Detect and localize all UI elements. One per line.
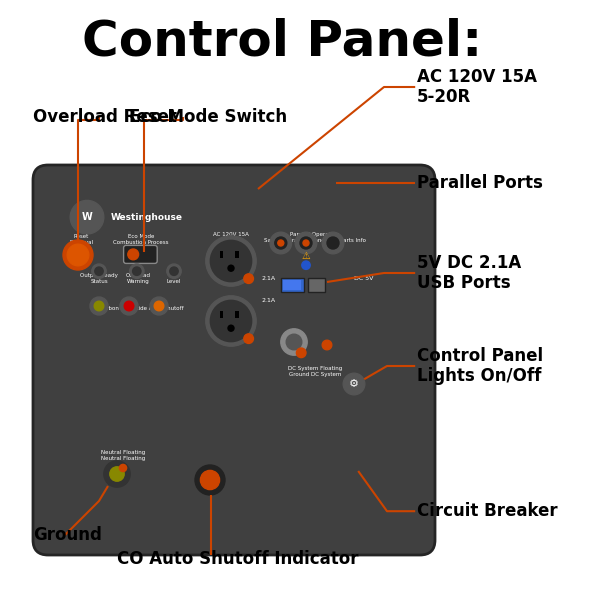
Text: AC 120V 15A
5-20R: AC 120V 15A 5-20R xyxy=(417,68,537,106)
FancyBboxPatch shape xyxy=(124,245,157,263)
Circle shape xyxy=(154,301,164,311)
Circle shape xyxy=(130,264,144,278)
Circle shape xyxy=(303,240,309,246)
Circle shape xyxy=(119,464,127,472)
Text: Westinghouse: Westinghouse xyxy=(111,212,183,221)
Text: 5V DC 2.1A
USB Ports: 5V DC 2.1A USB Ports xyxy=(417,254,521,292)
Text: Ground: Ground xyxy=(33,526,102,544)
Bar xyxy=(308,278,325,292)
Circle shape xyxy=(120,297,138,315)
Bar xyxy=(220,251,223,258)
Circle shape xyxy=(244,334,253,343)
Circle shape xyxy=(300,237,312,249)
Circle shape xyxy=(211,241,251,281)
Text: ⚠: ⚠ xyxy=(302,251,310,261)
Text: Control Panel:: Control Panel: xyxy=(82,18,482,66)
Text: 2.1A: 2.1A xyxy=(262,298,276,302)
Bar xyxy=(283,280,301,290)
Circle shape xyxy=(128,249,139,260)
Text: 2.1A: 2.1A xyxy=(262,277,276,281)
Text: ⚙: ⚙ xyxy=(349,379,359,389)
Circle shape xyxy=(302,261,310,269)
Circle shape xyxy=(200,470,220,490)
Circle shape xyxy=(286,334,302,350)
Circle shape xyxy=(167,264,181,278)
Circle shape xyxy=(322,232,344,254)
Text: Carbon Monoxide Auto-Shutoff: Carbon Monoxide Auto-Shutoff xyxy=(99,306,184,311)
Circle shape xyxy=(90,297,108,315)
Circle shape xyxy=(94,301,104,311)
Text: CO Auto Shutoff Indicator: CO Auto Shutoff Indicator xyxy=(117,550,359,568)
Text: Output Ready
Status: Output Ready Status xyxy=(80,273,118,284)
Text: DC System Floating
Ground DC System: DC System Floating Ground DC System xyxy=(288,366,342,377)
Circle shape xyxy=(270,232,292,254)
Bar xyxy=(235,311,239,318)
Circle shape xyxy=(228,325,234,331)
Text: Overload Reset: Overload Reset xyxy=(33,108,177,126)
Text: AC
20A: AC 20A xyxy=(225,312,237,323)
Circle shape xyxy=(67,244,89,266)
Circle shape xyxy=(124,301,134,311)
Text: Neutral Floating
Neutral Floating: Neutral Floating Neutral Floating xyxy=(101,450,145,461)
Text: AC 120V 15A
5-20R: AC 120V 15A 5-20R xyxy=(213,232,249,243)
Circle shape xyxy=(206,236,256,286)
Circle shape xyxy=(343,373,365,395)
Circle shape xyxy=(206,296,256,346)
Circle shape xyxy=(327,237,339,249)
Text: W: W xyxy=(82,212,92,222)
Circle shape xyxy=(104,461,130,487)
Circle shape xyxy=(95,267,103,275)
Text: Control Panel
Lights On/Off: Control Panel Lights On/Off xyxy=(417,347,543,385)
Bar xyxy=(281,278,304,292)
Circle shape xyxy=(322,340,332,350)
Bar xyxy=(220,311,223,318)
Text: Parallel Ports: Parallel Ports xyxy=(417,174,543,192)
Text: Parallel Operating
Safe to Parallel Connection Parts Info: Parallel Operating Safe to Parallel Conn… xyxy=(264,232,366,243)
Circle shape xyxy=(63,240,93,270)
Text: Overload
Warning: Overload Warning xyxy=(125,273,151,284)
Circle shape xyxy=(296,348,306,358)
Circle shape xyxy=(211,301,251,341)
Circle shape xyxy=(278,240,284,246)
Circle shape xyxy=(244,274,253,283)
Text: DC 5V: DC 5V xyxy=(354,277,373,281)
Text: Reset
Removal: Reset Removal xyxy=(69,234,93,245)
Circle shape xyxy=(195,465,225,495)
Circle shape xyxy=(228,265,234,271)
Circle shape xyxy=(70,200,104,234)
Bar xyxy=(235,251,239,258)
Text: Circuit Breaker: Circuit Breaker xyxy=(417,502,557,520)
Circle shape xyxy=(281,329,307,355)
FancyBboxPatch shape xyxy=(33,165,435,555)
Text: Eco Mode Switch: Eco Mode Switch xyxy=(129,108,287,126)
Circle shape xyxy=(295,232,317,254)
Circle shape xyxy=(110,467,124,481)
Text: Oil
Level: Oil Level xyxy=(167,273,181,284)
Circle shape xyxy=(133,267,141,275)
Circle shape xyxy=(170,267,178,275)
Circle shape xyxy=(275,237,287,249)
Text: Eco Mode
Combustion Process: Eco Mode Combustion Process xyxy=(113,234,169,245)
Circle shape xyxy=(150,297,168,315)
Circle shape xyxy=(92,264,106,278)
